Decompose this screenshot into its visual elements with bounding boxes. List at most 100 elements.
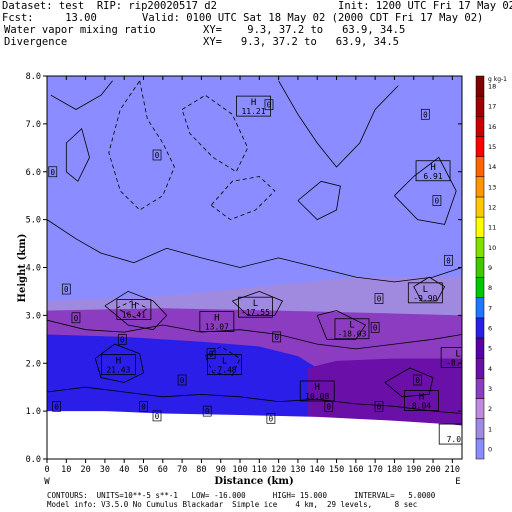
- zero-label-text: 0: [64, 285, 69, 294]
- zero-contour-label: 0: [324, 400, 334, 412]
- zero-contour-label: 0: [266, 412, 276, 424]
- extremum-value: 6.91: [423, 172, 442, 181]
- x-tick-label: 160: [348, 465, 363, 475]
- zero-label-text: 0: [373, 323, 378, 332]
- contours-info: CONTOURS: UNITS=10**-5 s**-1 LOW= -16.00…: [47, 491, 436, 500]
- valid-line: Valid: 0100 UTC Sat 18 May 02 (2000 CDT …: [142, 12, 484, 24]
- colorbar-cell: [475, 337, 485, 359]
- zero-label-text: 0: [446, 256, 451, 265]
- zero-contour-label: 0: [71, 312, 81, 324]
- field2-xy: XY= 9.3, 37.2 to 63.9, 34.5: [203, 36, 399, 48]
- y-tick-label: 8.0: [26, 72, 41, 82]
- zero-label-text: 0: [274, 333, 279, 342]
- zero-label-text: 0: [155, 412, 160, 421]
- extremum-label: L-18.03: [334, 318, 370, 340]
- y-tick-label: 7.0: [26, 120, 41, 130]
- y-tick-label: 6.0: [26, 168, 41, 178]
- extremum-value: 8.04: [412, 402, 431, 411]
- extremum-value: -9.90: [413, 294, 437, 303]
- extremum-letter: H: [116, 357, 121, 367]
- zero-label-text: 0: [415, 376, 420, 385]
- extremum-value: -7.48: [213, 366, 237, 375]
- zero-contour-label: 0: [374, 293, 384, 304]
- extremum-value: 21.43: [106, 366, 130, 375]
- x-tick-label: 120: [271, 465, 286, 475]
- zero-contour-label: 0: [152, 149, 162, 161]
- zero-label-text: 0: [141, 402, 146, 411]
- x-tick-label: 150: [329, 465, 344, 475]
- colorbar-label: 8: [488, 284, 492, 292]
- west-label: W: [44, 477, 50, 487]
- colorbar-label: 3: [488, 385, 492, 393]
- contour-line: [204, 346, 241, 376]
- zero-contour-label: 0: [432, 195, 442, 206]
- zero-contour-label: 0: [48, 166, 58, 178]
- contour-line: [316, 310, 367, 340]
- y-tick-label: 0.0: [26, 455, 41, 465]
- extremum-letter: H: [430, 163, 435, 173]
- colorbar-label: 14: [488, 163, 496, 171]
- zero-contour-label: 0: [272, 331, 282, 343]
- colorbar-label: 18: [488, 83, 496, 91]
- extremum-label: H16.41: [116, 299, 152, 320]
- zero-label-text: 0: [377, 295, 382, 304]
- zero-contour-label: 0: [202, 405, 212, 417]
- y-tick-label: 4.0: [26, 264, 41, 274]
- extremum-label: H21.43: [101, 354, 136, 376]
- fcst-line: Fcst: 13.00: [2, 12, 97, 24]
- contour-line: [278, 80, 399, 168]
- zero-label-text: 0: [51, 168, 56, 177]
- contour-line: [297, 180, 341, 221]
- contour-line: [413, 276, 446, 302]
- x-tick-label: 170: [367, 465, 382, 475]
- extremum-value: 10.08: [305, 392, 329, 401]
- y-tick-label: 5.0: [26, 216, 41, 226]
- colorbar-label: 16: [488, 123, 496, 131]
- extremum-label: H10.08: [299, 380, 335, 402]
- extremum-value: -17.55: [241, 308, 270, 317]
- init-line: Init: 1200 UTC Fri 17 May 02: [338, 0, 512, 12]
- contour-line: [47, 386, 462, 414]
- zero-contour-label: 0: [152, 410, 162, 422]
- mixing-band-dark-purple: [307, 358, 462, 431]
- colorbar-cell: [475, 297, 485, 319]
- zero-contour-label: 0: [370, 321, 380, 333]
- contour-line: [116, 300, 149, 319]
- extremum-value: 7.03: [447, 435, 466, 444]
- colorbar-cell: [475, 196, 485, 218]
- zero-label-text: 0: [155, 151, 160, 160]
- zero-label-text: 0: [205, 407, 210, 416]
- extremum-label: 7.03: [438, 423, 466, 445]
- colorbar-cell: [475, 75, 485, 97]
- zero-label-text: 0: [74, 314, 79, 323]
- field2-label: Divergence: [4, 36, 68, 48]
- contour-line: [47, 319, 462, 350]
- x-tick-label: 60: [158, 465, 168, 475]
- x-tick-label: 140: [310, 465, 325, 475]
- x-tick-label: 20: [80, 465, 90, 475]
- colorbar-label: 15: [488, 143, 496, 151]
- contour-line: [232, 290, 284, 316]
- model-info: Model info: V3.5.0 No Cumulus Blackadar …: [47, 500, 418, 509]
- colorbar-cell: [475, 176, 485, 198]
- extremum-letter: L: [455, 349, 460, 359]
- extremum-letter: L: [253, 299, 258, 309]
- zero-label-text: 0: [180, 376, 185, 385]
- field1-xy: XY= 9.3, 37.2 to 63.9, 34.5: [203, 24, 406, 36]
- zero-label-text: 0: [267, 101, 272, 110]
- extremum-letter: L: [222, 357, 227, 367]
- extremum-letter: H: [131, 302, 136, 312]
- zero-contour-label: 0: [444, 254, 453, 266]
- extremum-letter: L: [423, 285, 428, 295]
- extremum-value: 16.41: [122, 311, 146, 320]
- extremum-letter: L: [349, 321, 354, 331]
- colorbar-label: 0: [488, 445, 492, 453]
- colorbar-cell: [475, 418, 485, 440]
- colorbar-label: 13: [488, 183, 496, 191]
- contour-line: [384, 367, 434, 398]
- x-tick-label: 100: [232, 465, 247, 475]
- zero-label-text: 0: [269, 414, 274, 423]
- x-tick-label: 180: [387, 465, 402, 475]
- extremum-value: -18.03: [338, 330, 367, 339]
